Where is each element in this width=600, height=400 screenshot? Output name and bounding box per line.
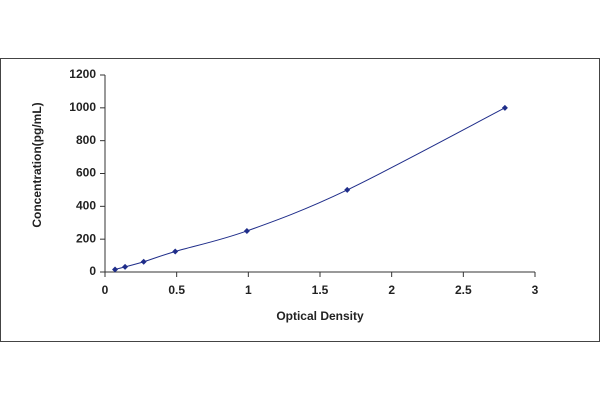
y-tick-label: 1000 — [69, 100, 96, 114]
point — [122, 263, 129, 270]
y-tick-label: 400 — [76, 199, 96, 213]
y-tick-label: 800 — [76, 133, 96, 147]
point — [501, 104, 508, 111]
y-tick-label: 0 — [89, 264, 96, 278]
point — [112, 266, 119, 273]
y-tick-label: 600 — [76, 166, 96, 180]
point — [140, 258, 147, 265]
point — [243, 227, 250, 234]
x-tick-label: 1.5 — [312, 283, 329, 297]
chart-frame — [0, 58, 600, 342]
x-tick-label: 2.5 — [455, 283, 472, 297]
x-tick-label: 1 — [245, 283, 252, 297]
x-tick-label: 2 — [388, 283, 395, 297]
y-axis-label: Concentration(pg/mL) — [30, 102, 44, 227]
point — [344, 186, 351, 193]
y-tick-label: 200 — [76, 231, 96, 245]
x-axis-label: Optical Density — [276, 309, 364, 323]
point — [172, 248, 179, 255]
x-tick-label: 0.5 — [168, 283, 185, 297]
y-tick-label: 1200 — [69, 67, 96, 81]
x-tick-label: 3 — [532, 283, 539, 297]
x-tick-label: 0 — [102, 283, 109, 297]
